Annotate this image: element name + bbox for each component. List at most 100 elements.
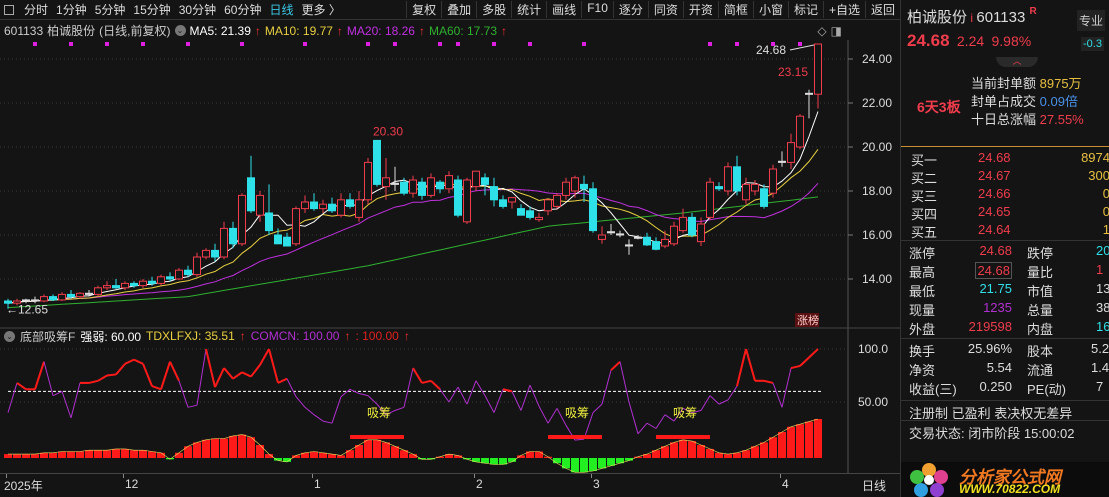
candle-body — [193, 256, 201, 276]
indicator-line-segment — [70, 382, 81, 419]
bid-row[interactable]: 买五 24.64 1 — [901, 222, 1109, 240]
bid-row[interactable]: 买二 24.67 300 — [901, 168, 1109, 186]
indicator-name[interactable]: 底部吸筹F — [20, 329, 76, 344]
low-label: ←12.65 — [6, 303, 48, 317]
kline-chart[interactable]: 24.00 22.00 20.00 18.00 16.00 14.00 20.30 24.68… — [0, 20, 900, 473]
histogram-bar — [382, 442, 390, 458]
chart-mode: (日线,前复权) — [99, 24, 171, 38]
histogram-bar — [463, 458, 471, 460]
indicator-line-segment — [394, 406, 405, 411]
period-tab[interactable]: 分时 — [24, 3, 49, 17]
indicator-line-segment — [475, 380, 486, 396]
candle-body — [787, 142, 795, 163]
info-icon[interactable]: i — [967, 11, 977, 25]
bid-price: 24.65 — [978, 204, 1011, 219]
histogram-bar — [598, 458, 606, 469]
panel-toggle-icon[interactable] — [4, 4, 14, 15]
indicator-line-segment — [304, 406, 315, 416]
toolbar-button[interactable]: 统计 — [511, 1, 546, 18]
period-label[interactable]: 日线 — [862, 479, 887, 493]
toolbar-button[interactable]: +自选 — [822, 1, 865, 18]
toolbar-button[interactable]: 开资 — [682, 1, 718, 18]
toolbar-button[interactable]: 多股 — [476, 1, 511, 18]
toolbar-button[interactable]: 同资 — [647, 1, 683, 18]
toolbar-button[interactable]: 画线 — [546, 1, 581, 18]
watermark-logo: 分析家公式网 WWW.70822.COM — [901, 462, 1109, 497]
histogram-bar — [256, 445, 264, 458]
period-tab[interactable]: 更多 〉 — [301, 3, 341, 17]
histogram-bar — [607, 458, 615, 466]
toolbar-button[interactable]: F10 — [581, 1, 613, 18]
quote-code: 601133 — [976, 9, 1026, 26]
toolbar-button[interactable]: 复权 — [406, 1, 441, 18]
toolbar-button[interactable]: 逐分 — [612, 1, 648, 18]
indicator-line-segment — [43, 361, 54, 396]
signal-dot — [771, 42, 775, 46]
candle-body — [139, 280, 147, 287]
indicator-line-segment — [97, 374, 108, 382]
bid-price: 24.64 — [978, 222, 1011, 237]
stat-value: 5.2 — [1091, 341, 1109, 356]
histogram-bar — [184, 446, 192, 458]
toolbar-button[interactable]: 小窗 — [752, 1, 788, 18]
indicator-line-segment — [241, 371, 252, 378]
candle-body — [175, 269, 183, 280]
ma60-value: MA60: 17.73 — [428, 23, 498, 38]
bid-row[interactable]: 买四 24.65 0 — [901, 204, 1109, 222]
histogram-bar — [553, 458, 561, 464]
indicator-line-segment — [367, 395, 378, 405]
signal-dot — [33, 42, 37, 46]
candle-body — [499, 199, 507, 207]
candle-body — [652, 241, 660, 250]
period-tab[interactable]: 15分钟 — [133, 3, 171, 17]
indicator-line-segment — [376, 403, 387, 416]
indicator-line-segment — [502, 388, 513, 393]
candle-body — [697, 223, 705, 243]
histogram-bar — [778, 432, 786, 458]
signal-label: 吸筹 — [565, 406, 589, 420]
signal-dot — [105, 42, 109, 46]
period-tab[interactable]: 60分钟 — [224, 3, 262, 17]
indicator-line-segment — [349, 388, 360, 394]
indicator-line-segment — [205, 348, 216, 388]
histogram-bar — [427, 458, 435, 460]
bid-label: 买一 — [911, 153, 938, 168]
stat-label: 最低 — [909, 284, 936, 299]
toolbar-button[interactable]: 标记 — [787, 1, 823, 18]
period-tab[interactable]: 1分钟 — [56, 3, 87, 17]
x-tick — [591, 474, 592, 478]
diamond-icon[interactable]: ◇ — [817, 23, 827, 38]
toolbar-button[interactable]: 叠加 — [441, 1, 476, 18]
candle-body — [715, 186, 723, 190]
histogram-bar — [301, 452, 309, 458]
board-count: 6天3板 — [917, 99, 961, 115]
bid-row[interactable]: 买一 24.68 8974 — [901, 150, 1109, 168]
indicator-line-segment — [466, 380, 477, 405]
histogram-bar — [391, 446, 399, 458]
indicator-line-segment — [718, 399, 729, 405]
candle-body — [220, 227, 228, 258]
collapse-icon[interactable]: ︿ — [996, 57, 1038, 67]
indicator-line-segment — [439, 388, 450, 403]
histogram-bar — [346, 450, 354, 458]
histogram-bar — [634, 456, 642, 458]
candle-body — [661, 238, 669, 247]
x-tick-label: 4 — [782, 477, 789, 491]
indicator-line-segment — [646, 422, 657, 429]
indicator-line-segment — [808, 348, 819, 359]
settings-dropdown-icon[interactable]: ⌄ — [174, 25, 186, 36]
toolbar-button[interactable]: 返回 — [864, 1, 900, 18]
bid-price: 24.66 — [978, 186, 1011, 201]
period-tab[interactable]: 日线 — [269, 3, 294, 17]
stat-value: 130 — [1096, 281, 1109, 296]
pro-button[interactable]: 专业 — [1077, 10, 1106, 31]
candle-body — [391, 182, 399, 185]
layout-icon[interactable]: ◨ — [830, 23, 842, 38]
indicator-dropdown-icon[interactable]: ⌄ — [4, 330, 15, 342]
period-tab[interactable]: 5分钟 — [94, 3, 126, 17]
histogram-bar — [472, 458, 480, 462]
toolbar-button[interactable]: 简框 — [717, 1, 753, 18]
bid-row[interactable]: 买三 24.66 0 — [901, 186, 1109, 204]
histogram-bar — [139, 450, 147, 458]
period-tab[interactable]: 30分钟 — [178, 3, 217, 17]
